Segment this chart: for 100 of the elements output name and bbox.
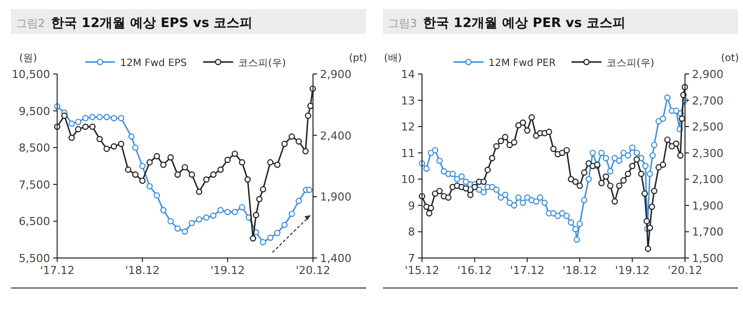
- y-tick-label: 8: [408, 226, 415, 239]
- y2-tick-label: 1,900: [692, 199, 724, 212]
- point: [160, 162, 167, 168]
- y2-axis-title: (ot): [721, 53, 739, 64]
- y-tick-label: 7,500: [18, 178, 50, 192]
- y2-tick-label: 2,700: [692, 94, 724, 108]
- y-tick-label: 13: [401, 94, 415, 108]
- y-tick-label: 6,500: [18, 215, 50, 228]
- y-axis-title: (원): [19, 53, 38, 64]
- x-tick-label: '19.12: [210, 264, 245, 277]
- x-tick-label: '18.12: [125, 264, 160, 277]
- y2-tick-label: 1,400: [320, 252, 352, 265]
- y-tick-label: 9,500: [18, 104, 50, 118]
- point: [196, 188, 202, 195]
- point: [224, 156, 231, 164]
- point: [267, 159, 274, 166]
- point: [288, 210, 295, 217]
- chart-title: 그림2 한국 12개월 예상 EPS vs 코스피: [16, 16, 253, 31]
- y2-tick-label: 2,400: [320, 129, 352, 142]
- point: [146, 159, 153, 166]
- point: [188, 220, 196, 226]
- point: [89, 114, 96, 120]
- point: [146, 183, 153, 190]
- point: [154, 153, 160, 160]
- point: [267, 234, 274, 241]
- y2-tick-label: 2,500: [692, 120, 724, 134]
- point: [128, 133, 135, 140]
- y2-tick-label: 2,900: [320, 68, 352, 81]
- point: [61, 112, 68, 119]
- point: [238, 159, 246, 166]
- y-tick-label: 14: [401, 68, 415, 81]
- point: [82, 124, 89, 130]
- point: [125, 166, 132, 173]
- x-tick-label: '20.12: [296, 264, 330, 277]
- point: [224, 208, 231, 216]
- y-axis-title: (배): [384, 53, 402, 64]
- point: [260, 186, 266, 192]
- y-tick-label: 7: [408, 252, 415, 265]
- point: [250, 235, 256, 242]
- y-tick-label: 5,500: [18, 252, 50, 265]
- point: [167, 218, 174, 224]
- y-tick-label: 8,500: [18, 142, 50, 155]
- point: [281, 222, 288, 228]
- y2-tick-label: 2,300: [692, 146, 724, 160]
- y-tick-label: 9: [408, 199, 415, 212]
- y-tick-label: 12: [401, 120, 415, 134]
- y2-axis-title: (pt): [349, 53, 368, 64]
- point: [110, 143, 118, 150]
- point: [196, 216, 202, 223]
- y-tick-label: 10: [401, 173, 415, 186]
- point: [302, 148, 309, 154]
- point: [203, 176, 210, 183]
- point: [104, 146, 110, 152]
- point: [154, 192, 160, 199]
- x-tick-label: '17.12: [40, 264, 74, 277]
- point: [160, 207, 167, 214]
- y-tick-label: 10,500: [12, 68, 50, 81]
- point: [89, 124, 96, 130]
- y-tick-label: 11: [401, 146, 415, 160]
- legend-label: 코스피(우): [238, 58, 286, 69]
- x-tick-label: '20.12: [668, 264, 702, 277]
- point: [139, 162, 146, 170]
- point: [232, 150, 238, 157]
- point: [238, 204, 246, 210]
- point: [75, 126, 82, 132]
- point: [188, 171, 196, 178]
- point: [68, 134, 75, 141]
- point: [281, 140, 288, 148]
- point: [260, 239, 266, 246]
- point: [182, 228, 188, 235]
- point: [139, 178, 146, 184]
- point: [210, 212, 216, 219]
- legend-label: 12M Fwd EPS: [120, 58, 187, 69]
- x-tick-label: '16.12: [457, 264, 492, 277]
- point: [256, 196, 262, 202]
- point: [304, 112, 312, 119]
- point: [296, 138, 302, 145]
- legend-label: 코스피(우): [606, 58, 654, 69]
- point: [68, 120, 75, 127]
- point: [132, 144, 139, 151]
- point: [182, 164, 188, 170]
- point: [244, 176, 251, 183]
- point: [296, 198, 302, 204]
- y2-tick-label: 2,100: [692, 173, 724, 186]
- point: [217, 166, 224, 173]
- point: [75, 118, 82, 125]
- point: [210, 171, 216, 178]
- point: [110, 115, 118, 122]
- point: [132, 171, 139, 178]
- point: [118, 140, 124, 148]
- y2-tick-label: 1,500: [692, 252, 724, 265]
- point: [174, 171, 181, 178]
- point: [96, 114, 103, 120]
- point: [274, 230, 280, 236]
- point: [82, 115, 89, 122]
- legend-label: 12M Fwd PER: [488, 58, 556, 69]
- x-tick-label: '18.12: [562, 264, 598, 277]
- y2-tick-label: 2,900: [692, 68, 724, 81]
- point: [252, 212, 260, 218]
- y2-tick-label: 1,900: [320, 190, 352, 204]
